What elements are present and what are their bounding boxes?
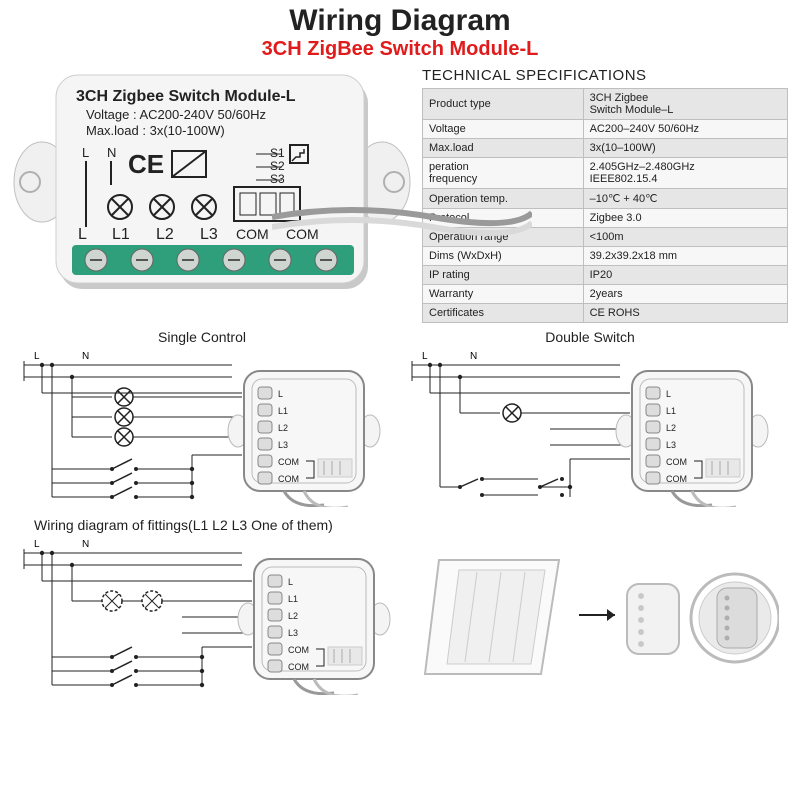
page-title: Wiring Diagram [0, 4, 800, 38]
spec-cell: 39.2x39.2x18 mm [583, 247, 787, 266]
svg-text:L3: L3 [288, 628, 298, 638]
spec-cell: Product type [423, 89, 584, 120]
svg-text:L3: L3 [278, 440, 288, 450]
svg-text:L1: L1 [288, 594, 298, 604]
svg-text:COM: COM [288, 645, 309, 655]
svg-text:L2: L2 [288, 611, 298, 621]
fittings-diagram: L N L L1 L2 L3 COM COM [12, 535, 402, 695]
svg-text:N: N [82, 351, 89, 362]
spec-cell: Warranty [423, 285, 584, 304]
spec-title: TECHNICAL SPECIFICATIONS [422, 67, 788, 84]
fittings-title: Wiring diagram of fittings(L1 L2 L3 One … [0, 513, 800, 535]
svg-text:L: L [278, 389, 283, 399]
svg-text:COM: COM [666, 457, 687, 467]
spec-cell: 2.405GHz–2.480GHz IEEE802.15.4 [583, 158, 787, 189]
double-switch-title: Double Switch [400, 329, 780, 345]
svg-text:COM: COM [666, 474, 687, 484]
svg-text:L: L [82, 145, 89, 160]
spec-table-region: TECHNICAL SPECIFICATIONS Product type3CH… [422, 67, 788, 323]
svg-text:L: L [288, 577, 293, 587]
module-text-line3: Max.load : 3x(10-100W) [86, 123, 225, 138]
svg-text:S3: S3 [270, 172, 285, 186]
spec-cell: 3CH Zigbee Switch Module–L [583, 89, 787, 120]
svg-text:COM: COM [278, 457, 299, 467]
svg-text:L1: L1 [112, 226, 130, 243]
spec-cell: Dims (WxDxH) [423, 247, 584, 266]
svg-text:L3: L3 [666, 440, 676, 450]
spec-table: Product type3CH Zigbee Switch Module–LVo… [422, 88, 788, 323]
spec-cell: <100m [583, 228, 787, 247]
page-subtitle: 3CH ZigBee Switch Module-L [0, 38, 800, 61]
svg-text:COM: COM [288, 662, 309, 672]
spec-cell: –10℃ + 40℃ [583, 189, 787, 209]
spec-cell: CE ROHS [583, 304, 787, 323]
spec-cell: 2years [583, 285, 787, 304]
svg-text:N: N [107, 145, 116, 160]
svg-text:S2: S2 [270, 159, 285, 173]
svg-text:S1: S1 [270, 146, 285, 160]
svg-text:L: L [78, 226, 87, 243]
single-control-diagram: Single Control L N L L1 L2 L3 COM COM [12, 329, 392, 507]
svg-text:L2: L2 [278, 423, 288, 433]
spec-cell: Max.load [423, 139, 584, 158]
svg-text:CE: CE [128, 149, 164, 179]
spec-cell: Zigbee 3.0 [583, 209, 787, 228]
svg-text:COM: COM [278, 474, 299, 484]
spec-cell: IP rating [423, 266, 584, 285]
svg-text:L: L [422, 351, 428, 362]
svg-text:L2: L2 [156, 226, 174, 243]
double-switch-diagram: Double Switch L N L L1 L2 L3 COM COM [400, 329, 780, 507]
svg-text:L1: L1 [278, 406, 288, 416]
svg-text:N: N [470, 351, 477, 362]
product-module: 3CH Zigbee Switch Module-L Voltage : AC2… [12, 67, 412, 323]
spec-cell: Operation temp. [423, 189, 584, 209]
svg-text:L: L [666, 389, 671, 399]
spec-cell: Voltage [423, 120, 584, 139]
module-text-line1: 3CH Zigbee Switch Module-L [76, 88, 296, 105]
svg-text:L: L [34, 539, 40, 550]
single-control-title: Single Control [12, 329, 392, 345]
svg-text:COM: COM [236, 226, 269, 242]
spec-cell: Certificates [423, 304, 584, 323]
spec-cell: AC200–240V 50/60Hz [583, 120, 787, 139]
svg-text:L2: L2 [666, 423, 676, 433]
svg-text:L1: L1 [666, 406, 676, 416]
spec-cell: IP20 [583, 266, 787, 285]
install-illustration [410, 535, 788, 695]
svg-text:L: L [34, 351, 40, 362]
cable-wire [272, 207, 532, 237]
svg-text:N: N [82, 539, 89, 550]
spec-cell: 3x(10–100W) [583, 139, 787, 158]
spec-cell: peration frequency [423, 158, 584, 189]
svg-text:L3: L3 [200, 226, 218, 243]
module-text-line2: Voltage : AC200-240V 50/60Hz [86, 107, 266, 122]
